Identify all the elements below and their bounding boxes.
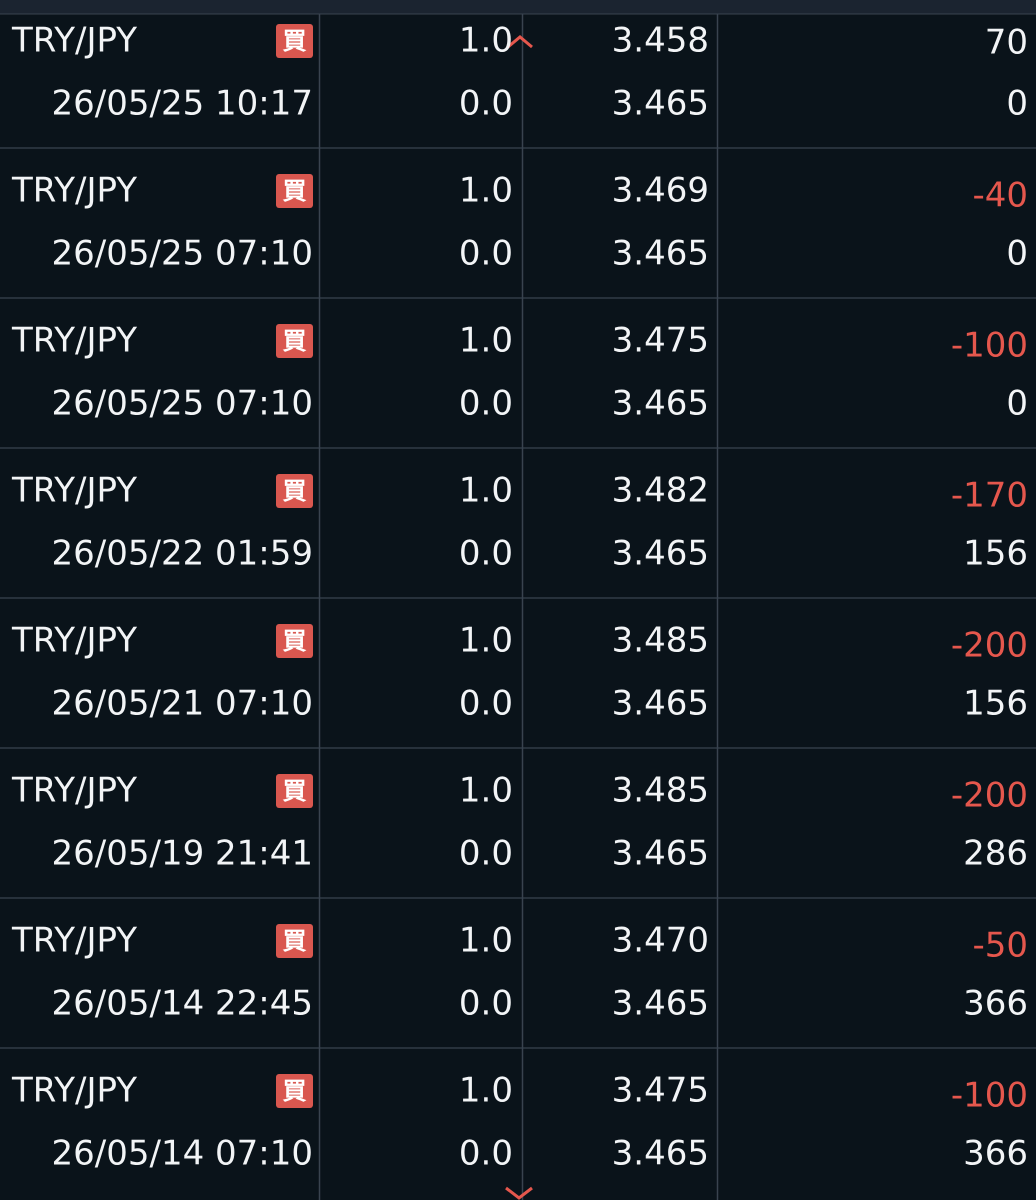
currency-pair: TRY/JPY	[11, 21, 137, 61]
open-datetime: 26/05/19 21:41	[52, 834, 314, 874]
swap: 366	[963, 984, 1028, 1024]
current-price: 3.465	[612, 384, 709, 424]
open-price: 3.458	[612, 21, 709, 61]
lots: 1.0	[459, 471, 513, 511]
swap: 156	[963, 684, 1028, 724]
closed-lots: 0.0	[459, 1134, 513, 1174]
currency-pair: TRY/JPY	[11, 321, 137, 361]
currency-pair: TRY/JPY	[11, 1071, 137, 1111]
swap: 156	[963, 534, 1028, 574]
open-datetime: 26/05/25 10:17	[52, 84, 314, 124]
side-badge	[276, 324, 313, 358]
current-price: 3.465	[612, 834, 709, 874]
profit: -200	[951, 776, 1028, 816]
position-row[interactable]: TRY/JPY 買 26/05/25 07:10 1.0 0.0 3.469 3.465 -4…	[0, 147, 1036, 274]
side-label: 買	[283, 777, 307, 805]
profit: -50	[972, 926, 1028, 966]
side-badge	[276, 924, 313, 958]
open-datetime: 26/05/14 22:45	[52, 984, 314, 1024]
closed-lots: 0.0	[459, 684, 513, 724]
position-row[interactable]: TRY/JPY 買 26/05/14 07:10 1.0 0.0 3.475 3.465 -1…	[0, 1047, 1036, 1174]
open-datetime: 26/05/14 07:10	[52, 1134, 314, 1174]
position-row[interactable]: TRY/JPY 買 26/05/25 07:10 1.0 0.0 3.475 3.465 -1…	[0, 297, 1036, 424]
open-datetime: 26/05/21 07:10	[52, 684, 314, 724]
closed-lots: 0.0	[459, 84, 513, 124]
side-label: 買	[283, 927, 307, 955]
current-price: 3.465	[612, 534, 709, 574]
open-price: 3.482	[612, 471, 709, 511]
profit: -100	[951, 1076, 1028, 1116]
side-label: 買	[283, 27, 307, 55]
side-badge	[276, 624, 313, 658]
position-row[interactable]: TRY/JPY 買 26/05/25 10:17 1.0 0.0 3.458 3.465 70…	[11, 21, 1028, 124]
current-price: 3.465	[612, 234, 709, 274]
lots: 1.0	[459, 21, 513, 61]
swap: 0	[1006, 84, 1028, 124]
open-price: 3.475	[612, 321, 709, 361]
swap: 0	[1006, 384, 1028, 424]
current-price: 3.465	[612, 1134, 709, 1174]
open-datetime: 26/05/22 01:59	[52, 534, 314, 574]
currency-pair: TRY/JPY	[11, 771, 137, 811]
current-price: 3.465	[612, 84, 709, 124]
column-dividers	[318, 14, 719, 1200]
scroll-up-icon[interactable]	[507, 35, 533, 49]
lots: 1.0	[459, 621, 513, 661]
current-price: 3.465	[612, 684, 709, 724]
lots: 1.0	[459, 321, 513, 361]
closed-lots: 0.0	[459, 384, 513, 424]
open-datetime: 26/05/25 07:10	[52, 384, 314, 424]
side-label: 買	[283, 477, 307, 505]
open-price: 3.485	[612, 771, 709, 811]
position-row[interactable]: TRY/JPY 買 26/05/19 21:41 1.0 0.0 3.485 3.465 -2…	[0, 747, 1036, 874]
position-row[interactable]: TRY/JPY 買 26/05/21 07:10 1.0 0.0 3.485 3.465 -2…	[0, 597, 1036, 724]
swap: 0	[1006, 234, 1028, 274]
open-datetime: 26/05/25 07:10	[52, 234, 314, 274]
profit: -100	[951, 326, 1028, 366]
profit: -200	[951, 626, 1028, 666]
lots: 1.0	[459, 171, 513, 211]
open-price: 3.469	[612, 171, 709, 211]
profit: -170	[951, 476, 1028, 516]
closed-lots: 0.0	[459, 534, 513, 574]
closed-lots: 0.0	[459, 234, 513, 274]
currency-pair: TRY/JPY	[11, 471, 137, 511]
side-badge	[276, 1074, 313, 1108]
side-label: 買	[283, 177, 307, 205]
lots: 1.0	[459, 1071, 513, 1111]
side-label: 買	[283, 1077, 307, 1105]
current-price: 3.465	[612, 984, 709, 1024]
position-row[interactable]: TRY/JPY 買 26/05/14 22:45 1.0 0.0 3.470 3.465 -5…	[0, 897, 1036, 1024]
swap: 366	[963, 1134, 1028, 1174]
side-badge	[276, 24, 313, 58]
open-price: 3.470	[612, 921, 709, 961]
currency-pair: TRY/JPY	[11, 621, 137, 661]
top-bar	[0, 0, 1036, 14]
currency-pair: TRY/JPY	[11, 171, 137, 211]
swap: 286	[963, 834, 1028, 874]
side-label: 買	[283, 327, 307, 355]
currency-pair: TRY/JPY	[11, 921, 137, 961]
side-badge	[276, 474, 313, 508]
side-badge	[276, 174, 313, 208]
open-price: 3.475	[612, 1071, 709, 1111]
profit: -40	[972, 176, 1028, 216]
position-row[interactable]: TRY/JPY 買 26/05/22 01:59 1.0 0.0 3.482 3.465 -1…	[0, 447, 1036, 574]
closed-lots: 0.0	[459, 834, 513, 874]
lots: 1.0	[459, 921, 513, 961]
closed-lots: 0.0	[459, 984, 513, 1024]
side-badge	[276, 774, 313, 808]
scroll-down-icon[interactable]	[505, 1186, 533, 1200]
lots: 1.0	[459, 771, 513, 811]
profit: 70	[985, 23, 1028, 63]
side-label: 買	[283, 627, 307, 655]
open-price: 3.485	[612, 621, 709, 661]
